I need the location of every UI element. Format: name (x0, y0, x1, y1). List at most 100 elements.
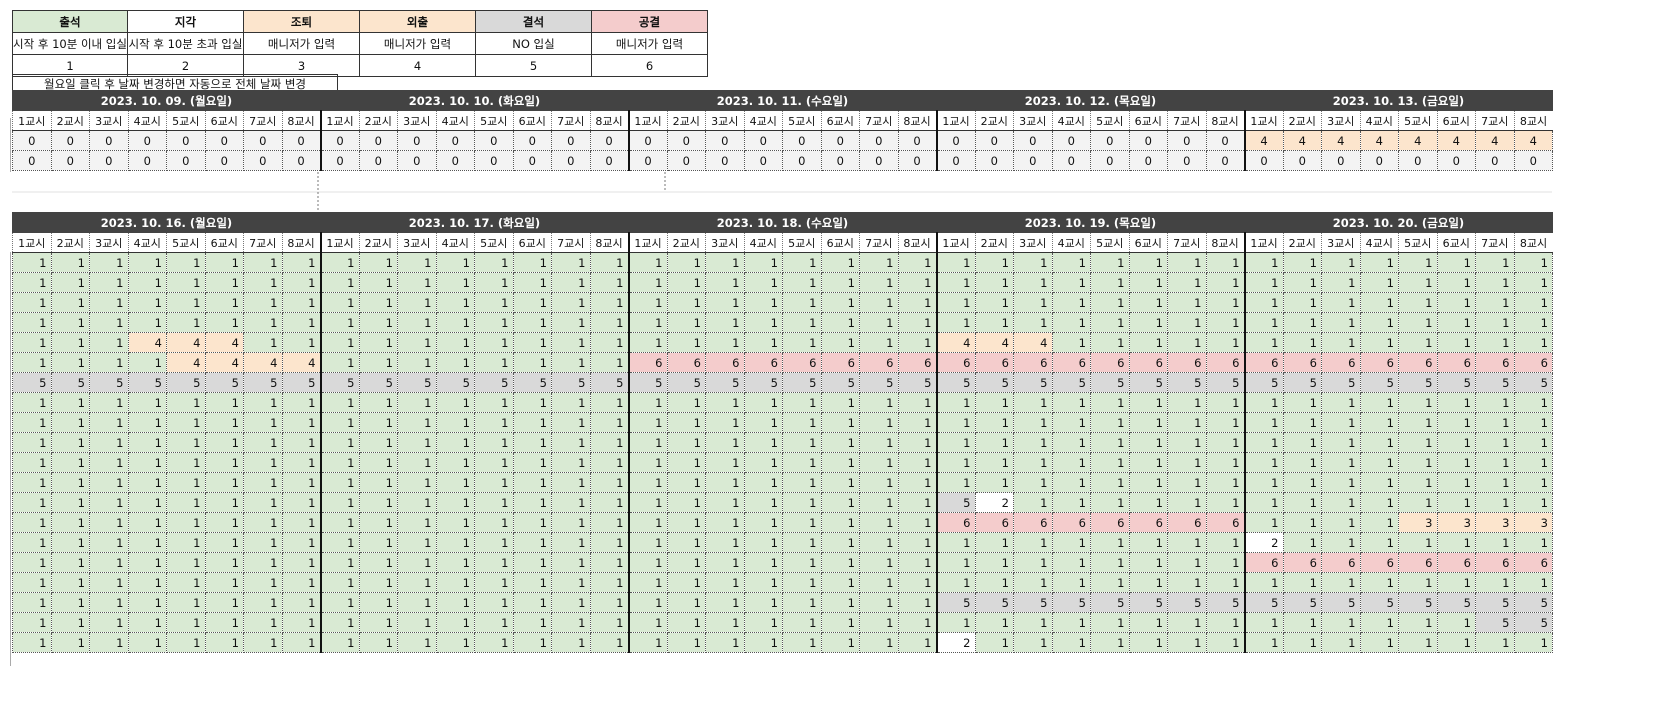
attendance-cell[interactable]: 1 (89, 412, 129, 433)
attendance-cell[interactable]: 1 (551, 472, 591, 493)
attendance-cell[interactable]: 1 (281, 632, 321, 653)
attendance-cell[interactable]: 1 (820, 312, 860, 333)
attendance-cell[interactable]: 1 (166, 412, 206, 433)
attendance-cell[interactable]: 1 (1359, 412, 1399, 433)
attendance-cell[interactable]: 1 (705, 332, 745, 353)
attendance-cell[interactable]: 1 (1513, 472, 1553, 493)
attendance-cell[interactable]: 5 (1167, 592, 1207, 613)
day-header[interactable]: 2023. 10. 10. (화요일) (320, 90, 629, 111)
attendance-cell[interactable]: 1 (820, 612, 860, 633)
attendance-cell[interactable]: 1 (1475, 252, 1515, 273)
attendance-cell[interactable]: 1 (397, 392, 437, 413)
attendance-cell[interactable]: 1 (319, 472, 360, 493)
attendance-cell[interactable]: 1 (512, 392, 552, 413)
attendance-cell[interactable]: 1 (358, 412, 398, 433)
attendance-cell[interactable]: 0 (859, 130, 899, 151)
attendance-cell[interactable]: 1 (281, 252, 321, 273)
attendance-cell[interactable]: 1 (1359, 332, 1399, 353)
attendance-cell[interactable]: 1 (1051, 452, 1091, 473)
attendance-cell[interactable]: 1 (1205, 532, 1245, 553)
attendance-cell[interactable]: 1 (627, 312, 668, 333)
attendance-cell[interactable]: 1 (666, 572, 706, 593)
attendance-cell[interactable]: 0 (1359, 150, 1399, 171)
attendance-cell[interactable]: 1 (782, 312, 822, 333)
attendance-cell[interactable]: 1 (127, 432, 167, 453)
attendance-cell[interactable]: 1 (1051, 432, 1091, 453)
attendance-cell[interactable]: 6 (1090, 512, 1130, 533)
attendance-cell[interactable]: 1 (358, 552, 398, 573)
attendance-cell[interactable]: 6 (935, 352, 976, 373)
attendance-cell[interactable]: 1 (743, 252, 783, 273)
attendance-cell[interactable]: 6 (1436, 352, 1476, 373)
attendance-cell[interactable]: 1 (1359, 532, 1399, 553)
attendance-cell[interactable]: 6 (1013, 512, 1053, 533)
attendance-cell[interactable]: 1 (281, 592, 321, 613)
attendance-cell[interactable]: 1 (1051, 412, 1091, 433)
attendance-cell[interactable]: 1 (512, 312, 552, 333)
attendance-cell[interactable]: 1 (627, 252, 668, 273)
attendance-cell[interactable]: 1 (12, 612, 52, 633)
attendance-cell[interactable]: 1 (705, 472, 745, 493)
attendance-cell[interactable]: 1 (474, 512, 514, 533)
attendance-cell[interactable]: 1 (474, 252, 514, 273)
attendance-cell[interactable]: 1 (1013, 312, 1053, 333)
attendance-cell[interactable]: 1 (859, 612, 899, 633)
attendance-cell[interactable]: 1 (512, 492, 552, 513)
attendance-cell[interactable]: 1 (859, 412, 899, 433)
attendance-cell[interactable]: 1 (820, 412, 860, 433)
attendance-cell[interactable]: 1 (166, 632, 206, 653)
attendance-cell[interactable]: 0 (820, 130, 860, 151)
day-header[interactable]: 2023. 10. 16. (월요일) (12, 212, 321, 233)
attendance-cell[interactable]: 1 (1475, 272, 1515, 293)
attendance-cell[interactable]: 1 (589, 452, 629, 473)
attendance-cell[interactable]: 1 (589, 552, 629, 573)
attendance-cell[interactable]: 6 (1167, 352, 1207, 373)
attendance-cell[interactable]: 1 (589, 632, 629, 653)
attendance-cell[interactable]: 6 (1513, 352, 1553, 373)
attendance-cell[interactable]: 1 (12, 592, 52, 613)
attendance-cell[interactable]: 1 (935, 572, 976, 593)
attendance-cell[interactable]: 1 (627, 592, 668, 613)
attendance-cell[interactable]: 1 (743, 492, 783, 513)
attendance-cell[interactable]: 1 (281, 272, 321, 293)
attendance-cell[interactable]: 1 (859, 452, 899, 473)
attendance-cell[interactable]: 1 (1090, 532, 1130, 553)
attendance-cell[interactable]: 1 (1128, 632, 1168, 653)
attendance-cell[interactable]: 1 (627, 332, 668, 353)
attendance-cell[interactable]: 5 (1359, 592, 1399, 613)
attendance-cell[interactable]: 1 (1243, 392, 1284, 413)
attendance-cell[interactable]: 0 (319, 150, 360, 171)
attendance-cell[interactable]: 6 (1128, 512, 1168, 533)
attendance-cell[interactable]: 5 (935, 592, 976, 613)
attendance-cell[interactable]: 1 (974, 272, 1014, 293)
attendance-cell[interactable]: 1 (897, 552, 937, 573)
attendance-cell[interactable]: 1 (1205, 472, 1245, 493)
attendance-cell[interactable]: 1 (89, 572, 129, 593)
attendance-cell[interactable]: 0 (204, 130, 244, 151)
attendance-cell[interactable]: 5 (1013, 372, 1053, 393)
attendance-cell[interactable]: 1 (435, 592, 475, 613)
attendance-cell[interactable]: 1 (1090, 392, 1130, 413)
attendance-cell[interactable]: 1 (1051, 552, 1091, 573)
attendance-cell[interactable]: 5 (319, 372, 360, 393)
attendance-cell[interactable]: 1 (435, 312, 475, 333)
attendance-cell[interactable]: 0 (743, 150, 783, 171)
attendance-cell[interactable]: 1 (281, 552, 321, 573)
attendance-cell[interactable]: 1 (281, 492, 321, 513)
attendance-cell[interactable]: 1 (319, 352, 360, 373)
attendance-cell[interactable]: 1 (281, 292, 321, 313)
attendance-cell[interactable]: 1 (1398, 632, 1438, 653)
attendance-cell[interactable]: 1 (243, 512, 283, 533)
attendance-cell[interactable]: 0 (1205, 150, 1245, 171)
attendance-cell[interactable]: 5 (1513, 612, 1553, 633)
attendance-cell[interactable]: 1 (50, 492, 90, 513)
attendance-cell[interactable]: 0 (166, 130, 206, 151)
day-header[interactable]: 2023. 10. 09. (월요일) (12, 90, 321, 111)
attendance-cell[interactable]: 1 (512, 452, 552, 473)
attendance-cell[interactable]: 1 (1436, 572, 1476, 593)
attendance-cell[interactable]: 1 (397, 432, 437, 453)
attendance-cell[interactable]: 0 (12, 130, 52, 151)
attendance-cell[interactable]: 1 (397, 512, 437, 533)
attendance-cell[interactable]: 1 (1051, 252, 1091, 273)
attendance-cell[interactable]: 5 (281, 372, 321, 393)
